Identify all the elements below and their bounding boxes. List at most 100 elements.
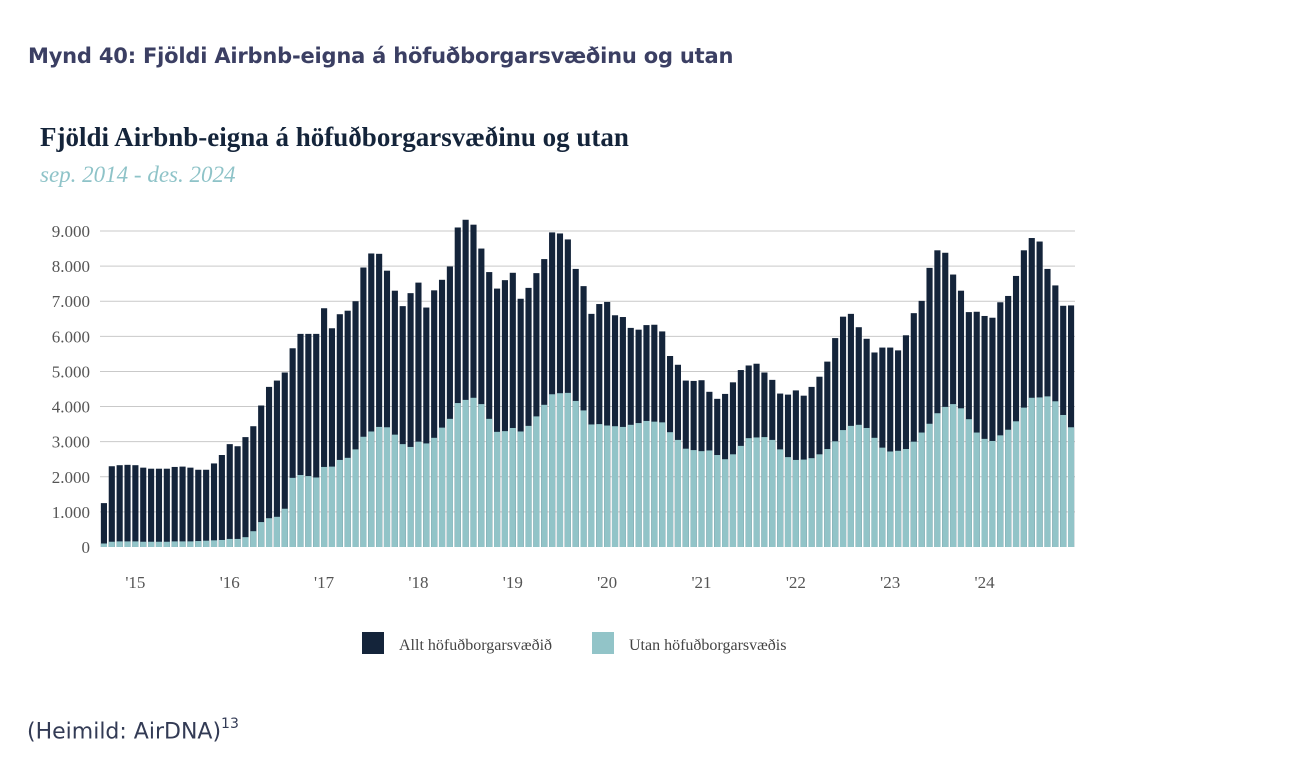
bar-outside — [596, 424, 603, 547]
y-tick-label: 8.000 — [52, 257, 90, 276]
bar-all — [1020, 250, 1027, 548]
source-note: (Heimild: AirDNA)13 — [27, 716, 239, 745]
bar-all — [116, 465, 123, 547]
x-tick-label: '20 — [597, 573, 617, 592]
bar-outside — [336, 459, 343, 547]
bar-outside — [155, 541, 163, 547]
bar-outside — [163, 541, 170, 547]
bar-all — [989, 317, 996, 547]
bar-outside — [855, 424, 862, 547]
bar-all — [195, 469, 202, 547]
bar-outside — [619, 426, 626, 547]
bar-outside — [942, 406, 949, 547]
bar-all — [556, 233, 564, 548]
bar-all — [454, 227, 461, 547]
bar-outside — [753, 437, 760, 547]
bar-all — [446, 266, 453, 547]
bar-outside — [611, 426, 619, 547]
bar-outside — [918, 432, 925, 547]
bar-all — [470, 224, 477, 547]
bar-outside — [777, 449, 784, 547]
bar-all — [1005, 295, 1012, 547]
bar-outside — [462, 399, 469, 547]
bar-outside — [234, 538, 241, 547]
bar-outside — [258, 522, 265, 547]
bar-outside — [352, 449, 359, 547]
bar-outside — [769, 439, 776, 547]
bar-outside — [399, 444, 406, 547]
bar-outside — [824, 449, 831, 547]
bar-all — [934, 250, 941, 548]
bar-outside — [887, 451, 894, 547]
bar-all — [242, 437, 249, 547]
bar-outside — [910, 441, 917, 547]
bar-outside — [250, 531, 257, 547]
bar-outside — [627, 424, 634, 547]
x-tick-label: '15 — [125, 573, 145, 592]
bar-outside — [729, 454, 737, 547]
bar-outside — [722, 459, 729, 547]
bar-all — [321, 308, 328, 547]
bar-all — [486, 272, 493, 547]
bar-outside — [124, 541, 131, 547]
bar-outside — [682, 448, 689, 547]
bar-all — [313, 333, 320, 547]
bar-all — [273, 380, 280, 547]
bar-outside — [509, 427, 516, 547]
bar-outside — [832, 441, 839, 547]
bar-outside — [470, 397, 477, 547]
bar-all — [100, 503, 107, 547]
bar-outside — [714, 455, 721, 547]
bar-all — [478, 248, 485, 548]
bar-all — [399, 306, 406, 547]
bar-all — [509, 272, 516, 547]
bar-outside — [376, 426, 383, 547]
bar-all — [942, 252, 949, 547]
bar-outside — [895, 450, 902, 547]
bar-outside — [674, 439, 681, 547]
bar-all — [438, 279, 446, 547]
bar-all — [887, 347, 894, 547]
bar-outside — [321, 466, 328, 547]
bar-outside — [431, 437, 438, 547]
figure-caption: Mynd 40: Fjöldi Airbnb-eigna á höfuðborg… — [28, 44, 734, 68]
bar-all — [289, 348, 296, 547]
bar-outside — [289, 477, 296, 547]
bar-all — [895, 350, 902, 547]
bar-outside — [132, 541, 139, 547]
bar-all — [360, 267, 367, 547]
bar-outside — [1012, 421, 1020, 547]
bar-all — [210, 463, 218, 547]
bar-outside — [1036, 397, 1043, 547]
bar-outside — [533, 416, 540, 547]
bar-outside — [344, 457, 351, 547]
bar-outside — [265, 518, 273, 547]
bar-outside — [659, 422, 666, 547]
bar-all — [415, 282, 422, 547]
bar-all — [258, 405, 265, 547]
bar-all — [383, 270, 391, 547]
bar-outside — [926, 423, 933, 547]
bar-outside — [871, 437, 878, 547]
bar-outside — [541, 404, 548, 547]
bar-outside — [839, 430, 847, 547]
bar-outside — [981, 438, 988, 547]
bar-all — [171, 466, 178, 547]
legend: Allt höfuðborgarsvæðið Utan höfuðborgars… — [362, 632, 786, 654]
bar-outside — [1005, 429, 1012, 547]
bar-outside — [179, 541, 186, 547]
bar-all — [179, 466, 186, 547]
source-text: (Heimild: AirDNA) — [27, 719, 222, 745]
bar-outside — [808, 458, 815, 547]
bar-all — [234, 446, 241, 547]
bar-outside — [564, 392, 571, 547]
bar-outside — [494, 431, 501, 547]
bar-outside — [997, 435, 1004, 547]
y-tick-label: 9.000 — [52, 222, 90, 241]
bar-outside — [902, 449, 910, 547]
bar-outside — [517, 431, 524, 547]
bar-outside — [195, 541, 202, 547]
bar-outside — [210, 540, 218, 547]
bar-all — [1028, 238, 1035, 547]
y-tick-label: 1.000 — [52, 503, 90, 522]
